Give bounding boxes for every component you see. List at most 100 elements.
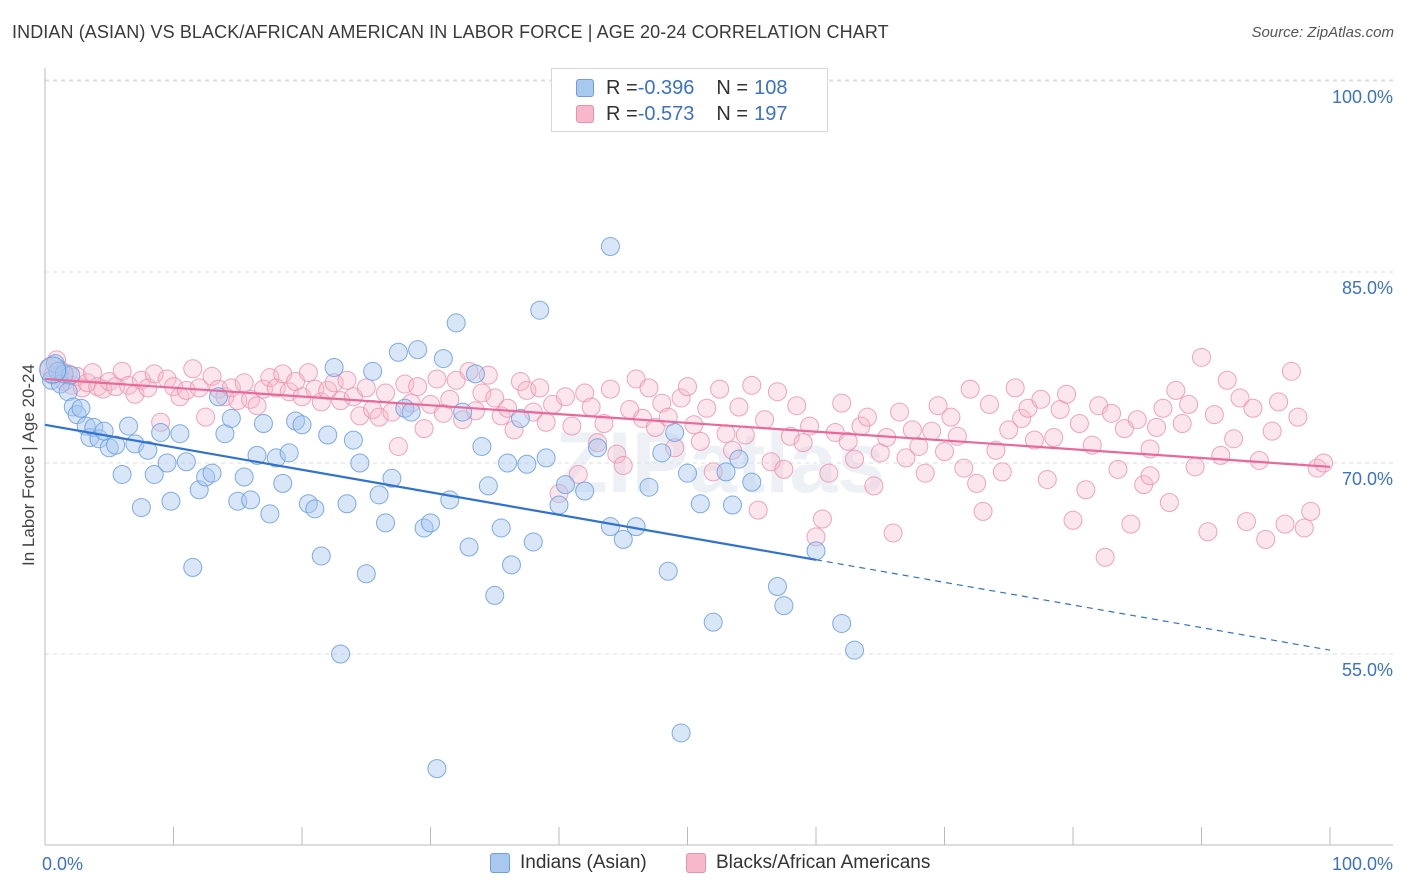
y-tick-label: 55.0%	[1342, 660, 1393, 680]
data-point-blacks	[973, 501, 993, 521]
data-point-blacks	[1288, 407, 1308, 427]
data-point-indians	[266, 448, 286, 468]
data-point-indians	[331, 644, 351, 664]
data-point-blacks	[1211, 445, 1231, 465]
data-point-blacks	[440, 389, 460, 409]
data-point-blacks	[774, 459, 794, 479]
data-point-blacks	[1294, 518, 1314, 538]
data-point-indians	[453, 402, 473, 422]
data-point-blacks	[909, 436, 929, 456]
data-point-indians	[202, 463, 222, 483]
data-point-blacks	[388, 436, 408, 456]
data-point-indians	[388, 342, 408, 362]
data-point-indians	[273, 473, 293, 493]
data-point-indians	[459, 537, 479, 557]
data-point-indians	[832, 613, 852, 633]
data-point-blacks	[498, 398, 518, 418]
y-tick-label: 70.0%	[1342, 469, 1393, 489]
data-point-indians	[716, 462, 736, 482]
data-point-indians	[401, 402, 421, 422]
data-point-blacks	[845, 449, 865, 469]
legend-swatch-indians	[490, 853, 510, 873]
legend-row-blacks: R = -0.573 N = 197	[576, 102, 787, 126]
data-point-indians	[767, 577, 787, 597]
data-point-blacks	[1269, 392, 1289, 412]
data-point-blacks	[1063, 510, 1083, 530]
y-axis-label: In Labor Force | Age 20-24	[19, 364, 38, 566]
data-point-blacks	[671, 388, 691, 408]
data-point-indians	[555, 475, 575, 495]
data-point-indians	[376, 513, 396, 533]
data-point-indians	[151, 422, 171, 442]
data-point-blacks	[356, 378, 376, 398]
data-point-blacks	[202, 366, 222, 386]
data-point-indians	[157, 453, 177, 473]
data-point-blacks	[1102, 403, 1122, 423]
data-point-indians	[658, 561, 678, 581]
data-point-indians	[575, 481, 595, 501]
data-point-indians	[343, 430, 363, 450]
x-tick-label: 0.0%	[42, 854, 83, 874]
data-point-indians	[221, 408, 241, 428]
data-point-blacks	[645, 417, 665, 437]
data-point-blacks	[710, 379, 730, 399]
data-point-blacks	[928, 396, 948, 416]
data-point-blacks	[1140, 466, 1160, 486]
data-point-blacks	[652, 393, 672, 413]
data-point-indians	[279, 443, 299, 463]
data-point-indians	[549, 495, 569, 515]
data-point-blacks	[857, 407, 877, 427]
data-point-blacks	[1198, 522, 1218, 542]
y-tick-label: 100.0%	[1332, 87, 1393, 107]
data-point-indians	[652, 443, 672, 463]
data-point-indians	[292, 415, 312, 435]
data-point-blacks	[1121, 514, 1141, 534]
tick-labels: 55.0% 70.0% 85.0% 100.0% 0.0% 100.0%	[42, 87, 1393, 874]
data-point-blacks	[151, 412, 171, 432]
data-point-blacks	[896, 448, 916, 468]
data-point-indians	[298, 494, 318, 514]
data-point-blacks	[414, 419, 434, 439]
data-point-blacks	[485, 388, 505, 408]
data-point-blacks	[915, 463, 935, 483]
data-point-blacks	[196, 407, 216, 427]
data-point-indians	[536, 448, 556, 468]
source-credit: Source: ZipAtlas.com	[1251, 24, 1394, 41]
data-point-blacks	[607, 444, 627, 464]
data-point-blacks	[922, 421, 942, 441]
chart-title: INDIAN (ASIAN) VS BLACK/AFRICAN AMERICAN…	[12, 22, 889, 42]
data-point-blacks	[1224, 429, 1244, 449]
data-point-blacks	[806, 527, 826, 547]
data-point-indians	[241, 490, 261, 510]
data-point-blacks	[979, 394, 999, 414]
data-point-indians	[703, 612, 723, 632]
data-point-indians	[742, 472, 762, 492]
data-point-blacks	[183, 359, 203, 379]
data-point-blacks	[504, 420, 524, 440]
data-point-blacks	[1275, 514, 1295, 534]
data-point-indians	[421, 513, 440, 533]
data-point-indians	[234, 467, 254, 487]
data-point-indians	[472, 436, 492, 456]
data-point-indians	[678, 463, 697, 483]
data-point-blacks	[941, 407, 961, 427]
data-point-blacks	[1095, 547, 1115, 567]
data-point-indians	[722, 495, 742, 515]
data-point-blacks	[1192, 347, 1211, 367]
data-point-blacks	[575, 383, 595, 403]
data-point-indians	[337, 494, 357, 514]
legend-item-blacks: Blacks/African Americans	[686, 852, 930, 874]
data-point-blacks	[1069, 414, 1089, 434]
data-point-blacks	[1185, 457, 1205, 477]
data-point-blacks	[1217, 370, 1237, 390]
data-point-indians	[498, 453, 518, 473]
trend-line-blacks	[44, 377, 1331, 468]
data-point-blacks	[1044, 428, 1064, 448]
data-point-blacks	[902, 420, 922, 440]
data-point-indians	[465, 364, 485, 384]
data-point-blacks	[581, 397, 601, 417]
data-point-blacks	[986, 440, 1006, 460]
legend-swatch-blacks	[686, 853, 706, 873]
data-point-blacks	[1281, 361, 1301, 381]
